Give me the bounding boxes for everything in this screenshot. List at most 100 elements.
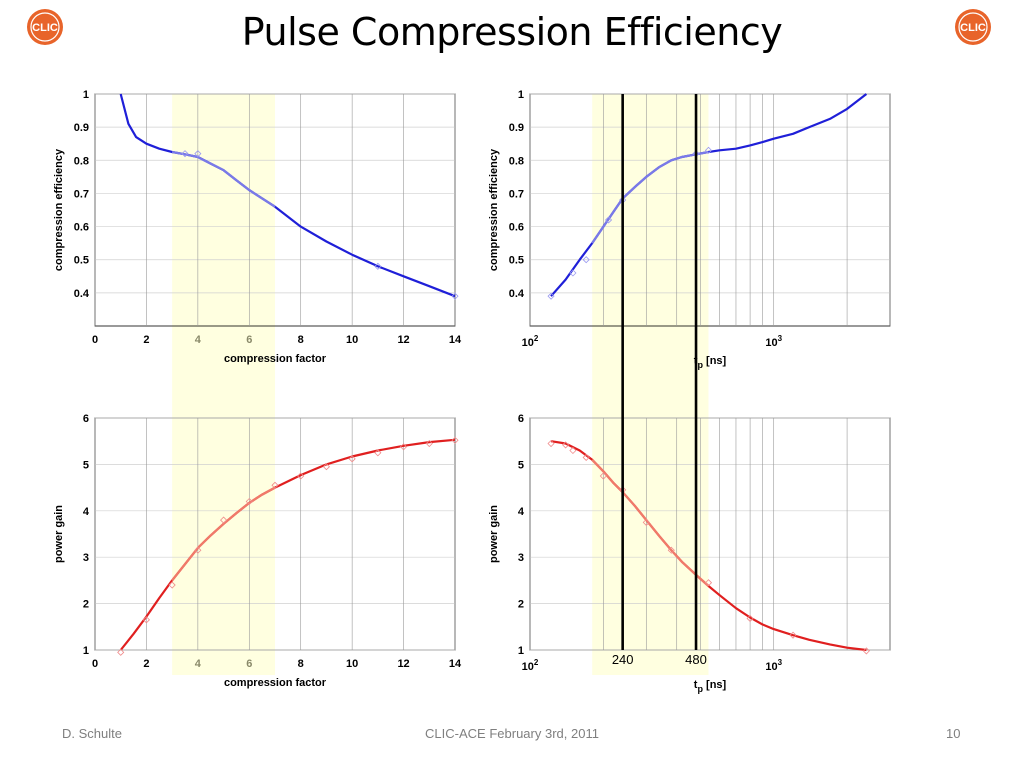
eff_vs_tp-xtick-label: 103: [765, 334, 782, 349]
gain_vs_factor-data-marker: [245, 497, 253, 506]
eff_vs_factor-ytick-label: 0.6: [74, 222, 89, 234]
eff_vs_factor-ytick-label: 0.9: [74, 122, 89, 134]
gain_vs_factor-data-marker: [451, 436, 459, 444]
eff_vs_tp-ylabel: compression efficiency: [488, 148, 500, 271]
eff_vs_tp-series-line-highlight: [591, 150, 709, 244]
footer-page-number: 10: [946, 726, 961, 741]
gain_vs_tp-data-marker: [642, 518, 650, 526]
gain_vs_tp-xtick-label: 102: [522, 658, 539, 673]
clic-logo-right-text: CLIC: [960, 22, 986, 34]
eff_vs_tp-ytick-label: 0.7: [509, 188, 524, 200]
gain_vs_factor-data-marker: [271, 481, 279, 489]
gain_vs_factor-series-line: [119, 438, 456, 651]
gain_vs_tp-ytick-label: 4: [518, 506, 525, 518]
gain_vs_factor-xtick-label: 4: [195, 658, 202, 670]
eff_vs_factor-xtick-label: 14: [449, 334, 462, 346]
eff_vs_factor-xtick-label: 12: [397, 334, 409, 346]
gain_vs_factor-data-marker: [322, 463, 330, 471]
text-layer: 0.40.50.60.70.80.910 2 4 6 8 10 12 14compressio…: [53, 89, 783, 694]
gain_vs_tp-data-marker: [746, 614, 754, 623]
eff_vs_factor-ytick-label: 0.5: [74, 255, 89, 267]
eff_vs_factor-data-marker: [181, 150, 189, 158]
eff_vs_tp-ytick-label: 0.5: [509, 255, 524, 267]
slide-title: Pulse Compression Efficiency: [241, 10, 783, 54]
gain_vs_tp-ytick-label: 1: [518, 645, 524, 657]
gain_vs_factor-data-marker: [374, 449, 382, 457]
gain_vs_factor-ytick-label: 5: [83, 459, 89, 471]
gain_vs_factor-data-marker: [348, 455, 356, 463]
eff_vs_tp-data-marker: [582, 256, 590, 264]
gain_vs_tp-xtick-label: 103: [765, 658, 782, 673]
highlight-layer: [172, 94, 709, 675]
eff_vs_tp-ytick-label: 0.6: [509, 222, 524, 234]
gain_vs_tp-ytick-label: 6: [518, 413, 524, 425]
gain_vs_factor-xtick-label: 10: [346, 658, 358, 670]
gain_vs_tp-data-marker: [599, 472, 607, 480]
eff_vs_factor-ytick-label: 0.4: [74, 288, 90, 300]
gain_vs_factor-ytick-label: 6: [83, 413, 89, 425]
eff_vs_tp-xlabel: tp [ns]: [694, 355, 727, 370]
eff_vs_factor-series-line: [119, 93, 456, 298]
eff_vs_factor-xtick-label: 8: [298, 334, 304, 346]
eff_vs_tp-ytick-label: 0.9: [509, 122, 524, 134]
gain_vs_tp-data-marker: [547, 439, 555, 448]
eff_vs_factor-xtick-label: 4: [195, 334, 202, 346]
eff_vs_factor-data-marker: [451, 292, 459, 300]
gain_vs_tp-data-marker: [562, 441, 570, 449]
eff_vs_factor-ytick-label: 0.8: [74, 155, 89, 167]
eff_vs_tp-data-marker: [704, 146, 713, 154]
eff_vs_tp-ytick-label: 1: [518, 89, 524, 101]
gain_vs_factor-xtick-label: 0: [92, 658, 98, 670]
gain_vs_tp-data-marker: [862, 647, 870, 655]
clic-logo-left-text: CLIC: [32, 22, 58, 34]
gain_vs_tp-ytick-label: 3: [518, 552, 524, 564]
gain_vs_factor-data-marker: [168, 581, 176, 589]
eff_vs_factor-highlight-band: [172, 94, 275, 675]
eff_vs_tp-highlight-band: [592, 94, 709, 675]
figure-canvas: 0.40.50.60.70.80.910 2 4 6 8 10 12 14compressio…: [53, 89, 891, 694]
gain_vs_factor-data-marker: [297, 472, 305, 480]
gain_vs_tp-data-marker: [582, 453, 590, 462]
gain_vs_tp-data-marker: [667, 546, 675, 554]
gain_vs_factor-xtick-label: 14: [449, 658, 462, 670]
eff_vs_factor-xlabel: compression factor: [224, 353, 327, 365]
tp-marker-label-480: 480: [685, 652, 707, 667]
eff_vs_factor-data-marker: [374, 262, 382, 270]
footer-event: CLIC-ACE February 3rd, 2011: [425, 726, 599, 741]
vline-layer: [621, 94, 698, 650]
marks-layer: [117, 93, 870, 656]
eff_vs_tp-data-marker: [569, 269, 577, 277]
gain_vs_factor-data-marker: [400, 443, 408, 451]
gain_vs_factor-xtick-label: 6: [246, 658, 252, 670]
gain_vs_tp-data-marker: [789, 631, 797, 639]
eff_vs_tp-axes-box: [529, 93, 891, 327]
gain_vs_factor-data-marker: [117, 648, 125, 656]
gain_vs_factor-ytick-label: 2: [83, 599, 89, 611]
gain_vs_tp-data-marker: [569, 446, 577, 455]
eff_vs_factor-xtick-label: 6: [246, 334, 252, 346]
gain_vs_tp-series-line-highlight: [591, 459, 710, 587]
footer-author: D. Schulte: [62, 726, 122, 741]
eff_vs_factor-xtick-label: 10: [346, 334, 358, 346]
gain_vs_factor-series-line-highlight: [171, 486, 276, 582]
gain_vs_factor-data-marker: [220, 516, 228, 524]
gain_vs_factor-ytick-label: 1: [83, 645, 89, 657]
gain_vs_tp-ylabel: power gain: [488, 505, 500, 563]
gain_vs_tp-data-marker: [704, 579, 713, 587]
gain_vs_factor-data-marker: [142, 616, 150, 624]
eff_vs_tp-data-marker: [604, 216, 613, 224]
gain_vs_factor-ytick-label: 3: [83, 552, 89, 564]
gain_vs_factor-data-marker: [194, 546, 202, 554]
eff_vs_factor-xtick-label: 2: [143, 334, 149, 346]
gain_vs_tp-ytick-label: 5: [518, 459, 524, 471]
eff_vs_factor-data-marker: [194, 150, 202, 158]
gain_vs_factor-xtick-label: 2: [143, 658, 149, 670]
gain_vs_factor-xlabel: compression factor: [224, 677, 327, 689]
eff_vs_tp-xtick-label: 102: [522, 334, 539, 349]
eff_vs_factor-ytick-label: 0.7: [74, 188, 89, 200]
clic-logo-left: CLIC: [27, 9, 63, 45]
eff_vs_factor-ylabel: compression efficiency: [53, 148, 65, 271]
eff_vs_tp-data-marker: [547, 292, 555, 300]
gain_vs_factor-ytick-label: 4: [83, 506, 90, 518]
eff_vs_factor-ytick-label: 1: [83, 89, 89, 101]
